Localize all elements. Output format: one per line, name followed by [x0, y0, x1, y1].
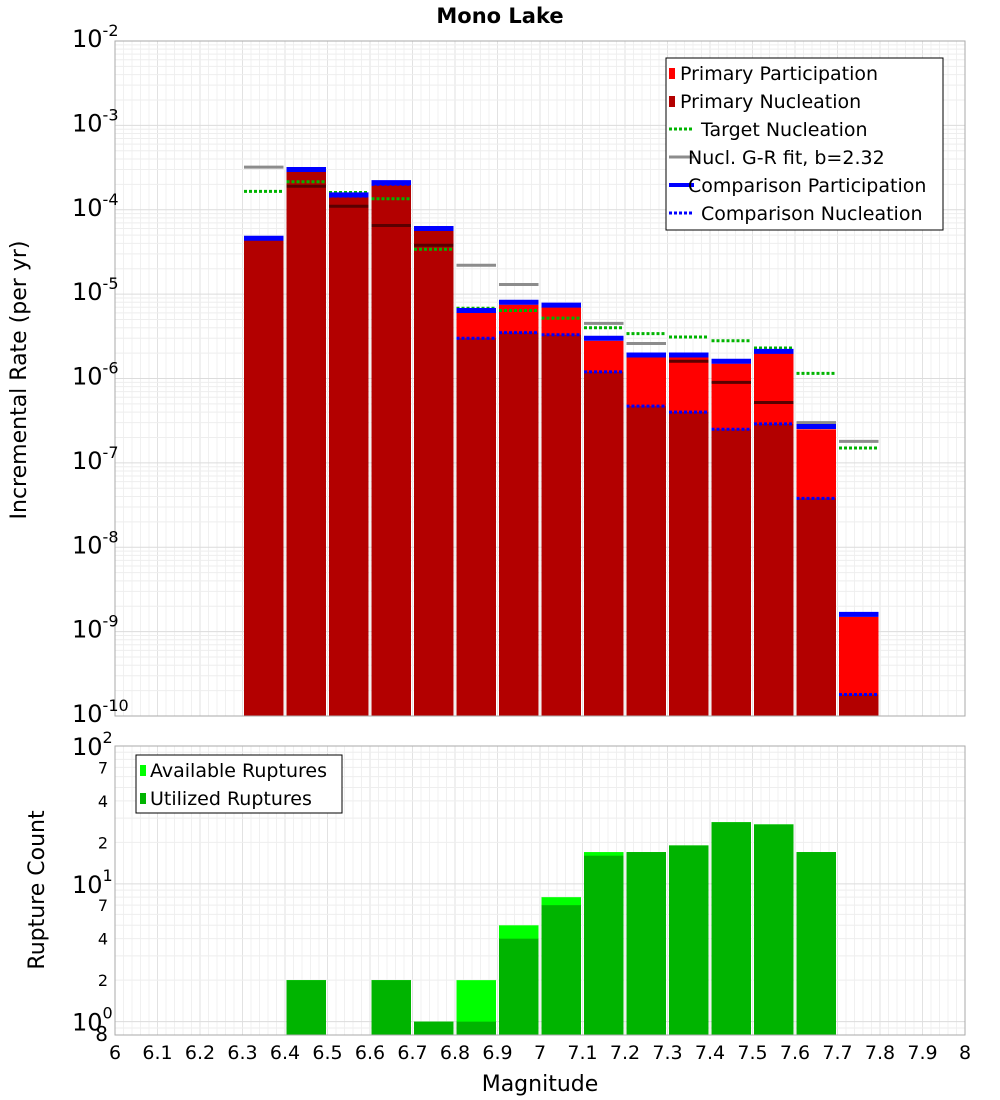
nucleation-bar — [414, 229, 454, 717]
x-axis-title: Magnitude — [482, 1072, 599, 1097]
y-tick-label: 2 — [98, 971, 108, 990]
x-tick-label: 6 — [109, 1042, 121, 1064]
x-tick-label: 7.7 — [822, 1042, 852, 1064]
legend-label: Primary Participation — [680, 63, 878, 85]
utilized-ruptures-bar — [414, 1021, 454, 1035]
y-tick-label: 10-9 — [72, 612, 119, 644]
legend-box — [665, 57, 944, 231]
x-tick-label: 6.2 — [185, 1042, 215, 1064]
nucleation-bar — [286, 170, 326, 716]
x-tick-label: 6.7 — [397, 1042, 427, 1064]
legend-label: Target Nucleation — [700, 119, 868, 141]
y-tick-label: 7 — [98, 896, 108, 915]
x-tick-label: 6.5 — [312, 1042, 342, 1064]
y-tick-label: 10-2 — [72, 21, 119, 53]
legend-swatch — [669, 68, 675, 79]
x-tick-label: 7.9 — [907, 1042, 937, 1064]
nucleation-bar — [456, 338, 496, 716]
legend-swatch — [669, 96, 675, 107]
legend-label: Comparison Nucleation — [701, 203, 923, 225]
y-tick-label: 7 — [98, 758, 108, 777]
y-tick-label: 10-6 — [72, 359, 119, 391]
x-tick-label: 6.8 — [440, 1042, 470, 1064]
utilized-ruptures-bar — [541, 905, 581, 1035]
legend-label: Primary Nucleation — [680, 91, 861, 113]
nucleation-bar — [499, 332, 539, 716]
utilized-ruptures-bar — [711, 822, 751, 1035]
x-tick-label: 6.4 — [270, 1042, 300, 1064]
legend-label: Nucl. G-R fit, b=2.32 — [688, 147, 885, 169]
legend-swatch — [140, 765, 146, 776]
legend-swatch — [140, 793, 146, 804]
x-tick-label: 6.9 — [482, 1042, 512, 1064]
y-tick-label: 10-10 — [72, 696, 129, 728]
x-tick-label: 8 — [959, 1042, 971, 1064]
nucleation-bar — [626, 406, 666, 716]
y-tick-label: 4 — [98, 792, 108, 811]
y-tick-label: 2 — [98, 833, 108, 852]
x-tick-label: 6.6 — [355, 1042, 385, 1064]
x-tick-label: 7.4 — [695, 1042, 725, 1064]
x-tick-label: 7.2 — [610, 1042, 640, 1064]
legend-label: Utilized Ruptures — [150, 788, 312, 810]
y-axis-title-count: Rupture Count — [25, 810, 50, 970]
legend-label: Comparison Participation — [688, 175, 926, 197]
x-tick-label: 7.5 — [737, 1042, 767, 1064]
x-tick-label: 7.3 — [652, 1042, 682, 1064]
y-tick-label: 10-5 — [72, 274, 119, 306]
x-tick-label: 7.1 — [567, 1042, 597, 1064]
x-tick-label: 7 — [534, 1042, 546, 1064]
y-tick-label: 10-7 — [72, 443, 119, 475]
utilized-ruptures-bar — [796, 852, 836, 1035]
plot-border — [114, 745, 966, 1036]
utilized-ruptures-bar — [286, 980, 326, 1035]
utilized-ruptures-bar — [456, 1021, 496, 1035]
y-tick-label: 4 — [98, 930, 108, 949]
legend-box — [135, 754, 343, 814]
nucleation-bar — [754, 423, 794, 716]
y-tick-label: 102 — [72, 728, 113, 761]
x-tick-label: 6.3 — [227, 1042, 257, 1064]
y-axis-title-rate: Incremental Rate (per yr) — [7, 241, 32, 520]
x-tick-label: 6.1 — [142, 1042, 172, 1064]
nucleation-bar — [584, 371, 624, 716]
utilized-ruptures-bar — [626, 852, 666, 1035]
utilized-ruptures-bar — [754, 824, 794, 1035]
utilized-ruptures-bar — [584, 855, 624, 1035]
y-tick-label: 101 — [72, 866, 113, 899]
nucleation-bar — [711, 429, 751, 716]
nucleation-bar — [669, 412, 709, 716]
nucleation-bar — [541, 334, 581, 716]
chart-title: Mono Lake — [436, 4, 563, 28]
y-tick-label: 100 — [72, 1004, 113, 1037]
utilized-ruptures-bar — [371, 980, 411, 1035]
rate-panel: 10-2 10-3 10-4 10-5 10-6 10-7 10-8 10-9 10-10 Pri… — [72, 21, 966, 728]
utilized-ruptures-bar — [499, 938, 539, 1035]
y-tick-label: 10-3 — [72, 105, 119, 137]
x-tick-label: 7.6 — [780, 1042, 810, 1064]
x-tick-label: 7.8 — [865, 1042, 895, 1064]
nucleation-bar — [244, 239, 284, 716]
plot-border — [114, 40, 966, 717]
nucleation-bar — [796, 498, 836, 716]
y-tick-label: 8 — [95, 1022, 108, 1046]
nucleation-bar — [371, 184, 411, 717]
y-tick-label: 10-4 — [72, 190, 119, 222]
utilized-ruptures-bar — [669, 845, 709, 1035]
nucleation-bar — [329, 196, 369, 716]
nucleation-bar — [839, 694, 879, 716]
legend-label: Available Ruptures — [150, 760, 327, 782]
y-tick-label: 10-8 — [72, 527, 119, 559]
